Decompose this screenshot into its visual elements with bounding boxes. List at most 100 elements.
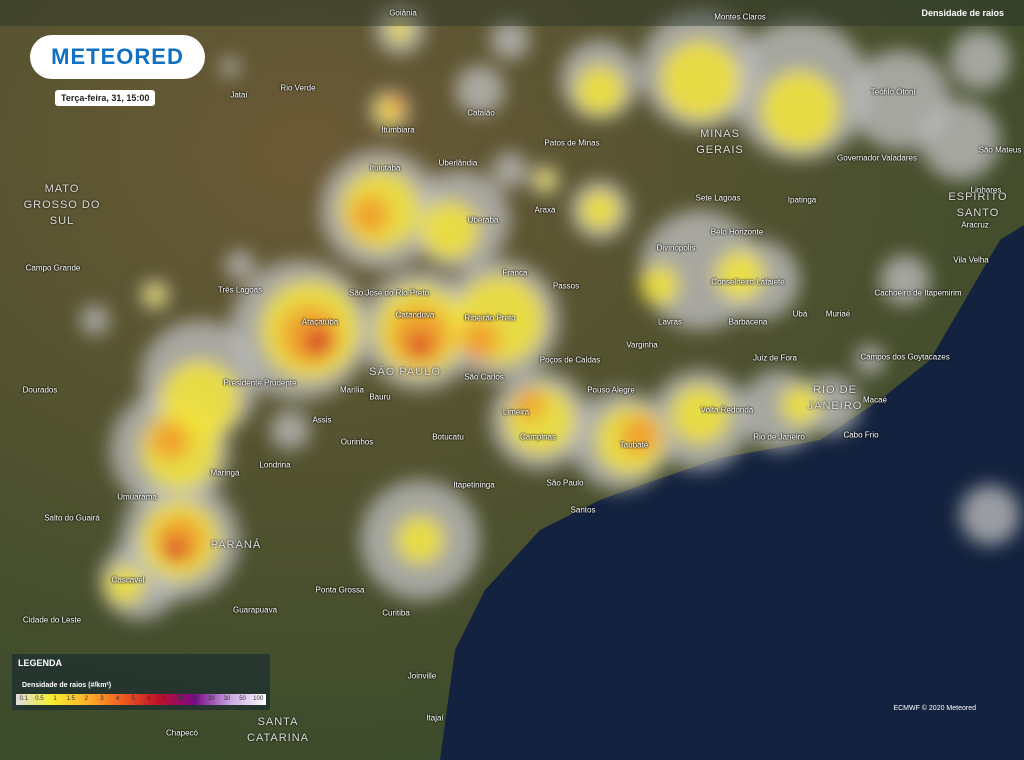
place-label: Joinville [407, 671, 437, 681]
place-label: Montes Claros [714, 12, 766, 22]
place-label: Dourados [22, 385, 58, 395]
place-label: Cachoeiro de Itapemirim [874, 288, 962, 298]
place-label: Araxá [534, 205, 556, 215]
place-label: Catanduva [395, 310, 435, 320]
place-label: Ipatinga [787, 195, 817, 205]
heat-blob [163, 538, 187, 562]
heat-blob [492, 152, 528, 188]
place-label: Goiânia [389, 8, 417, 18]
state-label: SANTA CATARINA [247, 716, 309, 744]
legend-label: 5 [131, 696, 135, 702]
heat-blob [535, 170, 555, 190]
legend-subtitle: Densidade de raios (#/km²) [22, 682, 112, 689]
place-label: Linhares [970, 185, 1002, 195]
heat-blob [150, 420, 190, 460]
place-label: Ponta Grossa [315, 585, 365, 595]
place-label: Taubaté [619, 440, 649, 450]
place-label: Divinópolis [656, 243, 696, 253]
place-label: Pouso Alegre [587, 385, 635, 395]
place-label: São Paulo [546, 478, 584, 488]
heat-blob [145, 285, 165, 305]
layer-name: Densidade de raios [921, 8, 1004, 18]
legend-label: 20 [207, 696, 215, 702]
state-label: PARANÁ [210, 539, 262, 551]
place-label: Governador Valadares [837, 153, 917, 163]
state-label: SÃO PAULO [369, 366, 441, 378]
place-label: Jataí [230, 90, 248, 100]
place-label: Itapetininga [453, 480, 495, 490]
top-bar: Densidade de raios [0, 0, 1024, 26]
heat-blob [575, 65, 625, 115]
heat-blob [670, 385, 730, 445]
place-label: Araçatuba [301, 317, 339, 327]
heat-blob [350, 195, 390, 235]
legend-label: 100 [253, 696, 264, 702]
logo[interactable]: METEORED [30, 35, 205, 79]
credit: ECMWF © 2020 Meteored [893, 705, 976, 712]
place-label: Assis [312, 415, 332, 425]
legend-label: 2 [84, 696, 88, 702]
legend-title: LEGENDA [18, 658, 63, 668]
place-label: Curitiba [382, 608, 410, 618]
place-label: Ribeirão Preto [464, 313, 516, 323]
heat-blob [660, 40, 740, 120]
place-label: Barbacena [728, 317, 768, 327]
heat-blob [760, 70, 840, 150]
place-label: Ituiutaba [369, 163, 401, 173]
place-label: Cabo Frio [843, 430, 879, 440]
place-label: Franca [502, 268, 528, 278]
heat-blob [455, 65, 505, 115]
place-label: Juiz de Fora [752, 353, 798, 363]
heat-blob [80, 305, 110, 335]
heat-blob [105, 565, 145, 605]
place-label: Rio de Janeiro [753, 432, 805, 442]
place-label: Vila Velha [953, 255, 989, 265]
place-label: Campinas [519, 432, 557, 442]
place-label: Muriaé [825, 309, 851, 319]
place-label: Londrina [259, 460, 291, 470]
place-label: Limeira [502, 407, 530, 417]
heat-blob [385, 95, 405, 115]
place-label: Campo Grande [25, 263, 81, 273]
place-label: Campos dos Goytacazes [860, 352, 950, 362]
place-label: Santos [570, 505, 596, 515]
heat-blob [880, 255, 930, 305]
place-label: Passos [552, 281, 580, 291]
place-label: Teófilo Otoni [870, 87, 916, 97]
place-label: Itajaí [426, 713, 444, 723]
place-label: Belo Horizonte [710, 227, 764, 237]
legend-label: 30 [223, 696, 231, 702]
place-label: Ourinhos [340, 437, 374, 447]
heat-blob [388, 18, 412, 42]
legend-label: 10 [176, 696, 184, 702]
place-label: Macaé [862, 395, 888, 405]
heat-blob [780, 385, 820, 425]
place-label: Bauru [369, 392, 391, 402]
legend-label: 1.5 [66, 696, 75, 702]
legend-label: 3 [100, 696, 104, 702]
timestamp: Terça-feira, 31, 15:00 [55, 90, 156, 106]
heat-blob [960, 485, 1020, 545]
heat-blob [920, 100, 1000, 180]
legend-label: 6 [147, 696, 151, 702]
place-label: Ubá [792, 309, 808, 319]
place-label: São José do Rio Preto [348, 288, 430, 298]
legend-label: 0.1 [19, 696, 28, 702]
place-label: Cascavel [111, 575, 145, 585]
place-label: Catalão [467, 108, 495, 118]
heat-blob [270, 410, 310, 450]
heat-blob [855, 345, 885, 375]
place-label: Conselheiro Lafaiete [711, 277, 785, 287]
legend-scale: 0.1 0.5 1 1.5 2 3 4 5 6 8 10 15 20 30 50 100 [16, 694, 266, 705]
place-label: Presidente Prudente [223, 378, 297, 388]
heat-blob [460, 320, 500, 360]
heat-blob [715, 250, 765, 300]
place-label: Rio Verde [280, 83, 316, 93]
place-label: Umuarama [117, 492, 157, 502]
heat-blob [225, 250, 255, 280]
legend-label: 4 [115, 696, 120, 702]
place-label: Uberaba [467, 215, 499, 225]
place-label: Sete Lagoas [695, 193, 741, 203]
